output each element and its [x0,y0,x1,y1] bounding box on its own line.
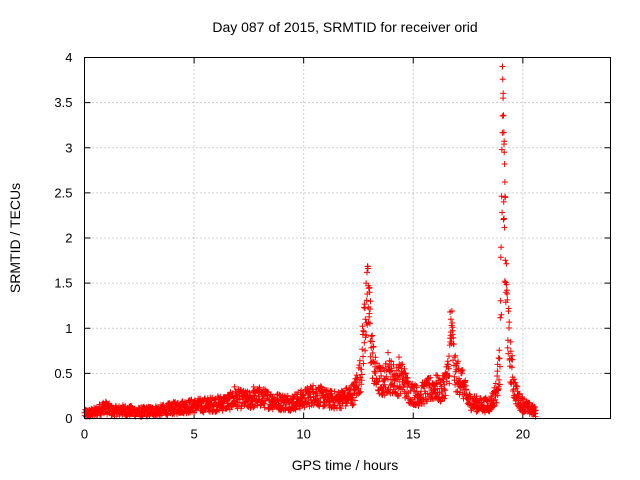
y-tick-label: 2.5 [54,185,72,200]
x-tick-label: 15 [406,427,420,442]
y-tick-label: 0 [65,411,72,426]
x-axis-title: GPS time / hours [292,457,399,473]
y-tick-label: 4 [65,50,72,65]
y-tick-label: 1 [65,321,72,336]
x-tick-label: 10 [296,427,310,442]
y-tick-label: 3.5 [54,95,72,110]
plot-frame [84,57,611,419]
chart-title: Day 087 of 2015, SRMTID for receiver ori… [212,19,477,35]
grid [84,57,611,419]
y-tick-label: 3 [65,140,72,155]
x-tick-label: 0 [81,427,88,442]
y-tick-labels: 0 0.5 1 1.5 2 2.5 3 3.5 4 [54,50,72,426]
x-tick-label: 20 [516,427,530,442]
y-axis-title: SRMTID / TECUs [7,183,23,293]
x-tick-labels: 0 5 10 15 20 [81,427,530,442]
y-tick-label: 0.5 [54,366,72,381]
y-tick-label: 1.5 [54,276,72,291]
y-tick-label: 2 [65,231,72,246]
x-tick-label: 5 [190,427,197,442]
